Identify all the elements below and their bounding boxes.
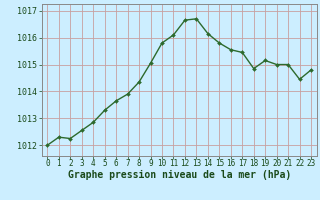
X-axis label: Graphe pression niveau de la mer (hPa): Graphe pression niveau de la mer (hPa) [68,170,291,180]
